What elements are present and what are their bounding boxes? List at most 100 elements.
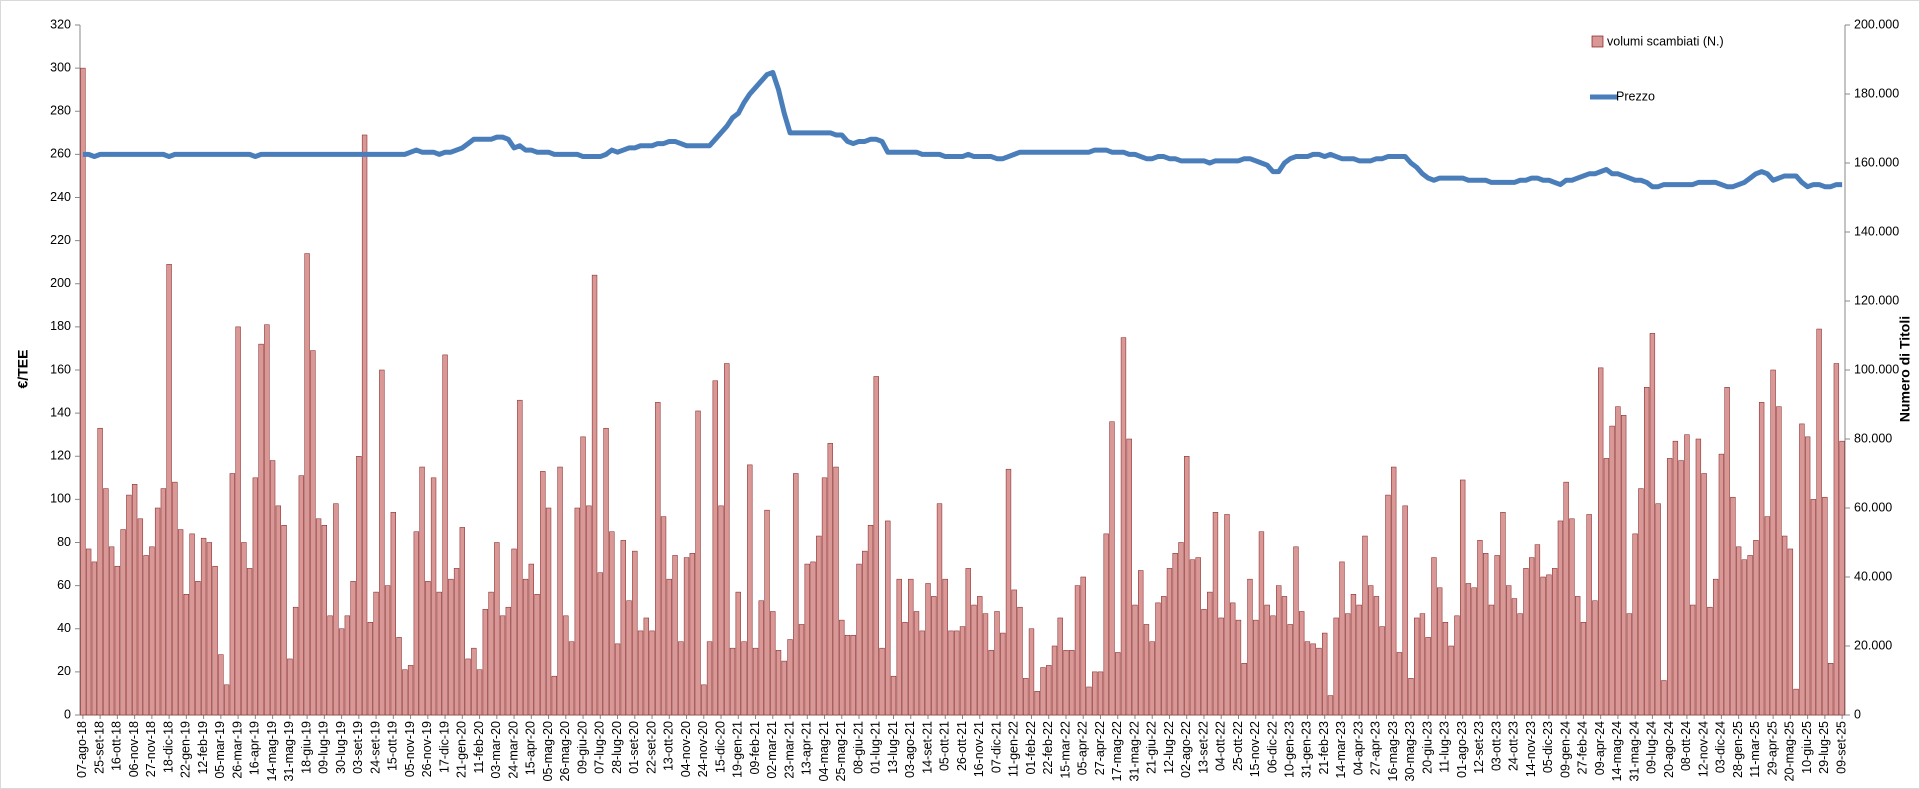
bar — [1074, 585, 1081, 716]
bar — [1465, 583, 1472, 716]
x-tick-label: 23-mar-21 — [782, 721, 796, 779]
bar — [551, 675, 557, 716]
bar — [683, 557, 690, 716]
bar — [1620, 415, 1627, 716]
bar — [988, 650, 994, 716]
x-tick-label: 15-nov-22 — [1248, 721, 1262, 777]
x-tick-label: 14-set-21 — [920, 721, 934, 774]
x-tick-label: 14-nov-23 — [1524, 721, 1538, 777]
x-tick-label: 21-feb-23 — [1317, 721, 1331, 775]
bar — [1488, 604, 1495, 716]
bar — [511, 548, 517, 716]
bar — [350, 581, 356, 716]
bar — [1454, 615, 1460, 716]
bar — [1195, 557, 1201, 716]
bar — [384, 585, 391, 716]
bar — [505, 606, 511, 716]
x-tick-label: 25-mag-21 — [834, 721, 848, 781]
bar — [1753, 540, 1759, 716]
x-tick-label: 24-ott-23 — [1507, 721, 1521, 771]
bar — [1138, 570, 1144, 716]
bar — [1258, 531, 1265, 716]
bar — [678, 641, 684, 716]
bar — [1638, 488, 1644, 716]
bar — [793, 473, 799, 716]
x-tick-label: 11-gen-22 — [1007, 721, 1021, 777]
x-tick-label: 22-feb-22 — [1041, 721, 1055, 775]
bar — [666, 578, 672, 716]
bar — [586, 505, 592, 716]
bar — [1672, 440, 1679, 716]
bar — [827, 443, 833, 716]
x-tick-label: 31-mag-24 — [1627, 721, 1641, 781]
bar — [614, 643, 621, 716]
bar — [1787, 548, 1794, 716]
bar — [327, 615, 333, 716]
x-tick-label: 10-giu-25 — [1800, 721, 1814, 774]
bar — [810, 561, 816, 716]
bar — [1120, 337, 1127, 716]
x-tick-label: 02-mar-21 — [765, 721, 779, 779]
bar — [91, 561, 98, 716]
x-tick-label: 04-mag-21 — [817, 721, 831, 781]
x-tick-label: 18-dic-18 — [161, 721, 175, 773]
bar — [1046, 665, 1052, 716]
y2-tick-label: 60.000 — [1854, 500, 1892, 514]
x-tick-label: 09-gen-24 — [1558, 721, 1572, 778]
bar — [1333, 617, 1339, 716]
x-tick-label: 03-mar-20 — [489, 721, 503, 779]
bar — [264, 324, 270, 716]
x-tick-label: 03-ott-23 — [1489, 721, 1503, 771]
x-tick-label: 01-ago-23 — [1455, 721, 1469, 778]
x-tick-label: 24-nov-20 — [696, 721, 710, 777]
bar — [902, 622, 908, 716]
bar — [1281, 596, 1288, 716]
bar — [459, 527, 465, 716]
x-tick-label: 27-nov-18 — [144, 721, 158, 777]
x-tick-label: 20-mag-25 — [1783, 721, 1797, 781]
bar — [839, 619, 845, 716]
y2-tick-label: 0 — [1854, 707, 1861, 721]
bar — [1034, 691, 1040, 716]
bar — [741, 641, 747, 716]
bar — [465, 658, 471, 716]
bar — [430, 477, 437, 716]
bar — [407, 665, 414, 716]
bar — [1816, 328, 1822, 716]
bar — [517, 399, 523, 716]
bar — [1385, 494, 1391, 716]
bar — [1057, 617, 1063, 716]
x-tick-label: 17-mag-22 — [1110, 721, 1124, 781]
x-tick-label: 29-apr-25 — [1765, 721, 1779, 775]
bar — [1322, 632, 1328, 716]
x-tick-label: 01-set-20 — [627, 721, 641, 774]
bar — [1000, 632, 1006, 716]
bar — [856, 563, 862, 716]
bar — [218, 654, 224, 716]
bar — [724, 363, 730, 716]
bar — [706, 641, 713, 716]
bar — [1494, 555, 1500, 716]
bar — [1086, 686, 1092, 716]
bar — [603, 427, 609, 716]
bar — [367, 622, 373, 716]
bar — [1028, 628, 1035, 716]
bar — [1166, 568, 1173, 716]
bar — [890, 675, 897, 716]
bar — [114, 565, 121, 716]
bar — [764, 509, 770, 716]
bar — [925, 583, 931, 716]
bar — [1431, 557, 1437, 716]
bar — [281, 525, 287, 716]
y-tick-label: 120 — [50, 449, 71, 463]
bar — [1172, 553, 1178, 716]
bar — [1391, 466, 1397, 716]
bar — [1574, 596, 1581, 716]
price-line — [82, 69, 1843, 190]
bar — [752, 647, 759, 716]
bar — [1695, 438, 1702, 716]
bar — [1132, 604, 1138, 716]
bar — [545, 507, 552, 716]
bar — [712, 380, 718, 716]
bar — [1356, 604, 1362, 716]
